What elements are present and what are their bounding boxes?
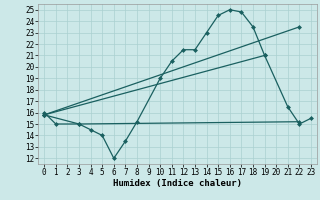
- X-axis label: Humidex (Indice chaleur): Humidex (Indice chaleur): [113, 179, 242, 188]
